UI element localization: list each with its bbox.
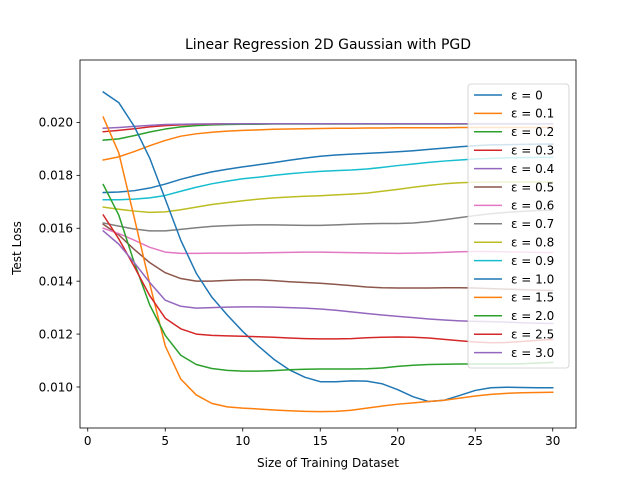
legend: ε = 0 ε = 0.1 ε = 0.2 ε = 0.3 ε = 0.4 ε = 0.5… — [467, 83, 570, 369]
axis-layer: 0 5 10 15 20 25 30 0.010 0.012 0.014 0.016 0.018 0.0… — [39, 116, 561, 448]
x-tick-label: 0 — [84, 434, 92, 448]
y-tick-label: 0.010 — [39, 380, 73, 394]
x-tick-label: 5 — [161, 434, 169, 448]
plot-frame — [79, 59, 577, 429]
legend-label: ε = 1.5 — [511, 291, 554, 305]
y-tick-label: 0.020 — [39, 116, 73, 130]
legend-label: ε = 0.7 — [511, 217, 554, 231]
y-tick-label: 0.014 — [39, 274, 73, 288]
legend-label: ε = 3.0 — [511, 346, 554, 360]
x-tick-label: 15 — [313, 434, 328, 448]
legend-label: ε = 0.2 — [511, 125, 554, 139]
legend-label: ε = 0.9 — [511, 254, 554, 268]
legend-label: ε = 0.8 — [511, 236, 554, 250]
series-line-10 — [102, 90, 554, 403]
legend-label: ε = 0 — [511, 88, 543, 102]
x-tick-label: 25 — [468, 434, 483, 448]
y-tick-label: 0.018 — [39, 169, 73, 183]
legend-label: ε = 2.5 — [511, 328, 554, 342]
y-axis-title: Test Loss — [10, 221, 24, 276]
series-line-11 — [102, 116, 554, 413]
legend-label: ε = 0.5 — [511, 180, 554, 194]
legend-label: ε = 1.0 — [511, 272, 554, 286]
x-tick-label: 30 — [545, 434, 560, 448]
y-tick-label: 0.016 — [39, 222, 73, 236]
y-tick-label: 0.012 — [39, 327, 73, 341]
legend-label: ε = 2.0 — [511, 309, 554, 323]
chart-title: Linear Regression 2D Gaussian with PGD — [185, 37, 471, 53]
legend-label: ε = 0.1 — [511, 107, 554, 121]
legend-label: ε = 0.6 — [511, 199, 554, 213]
legend-label: ε = 0.4 — [511, 162, 554, 176]
x-tick-label: 10 — [235, 434, 250, 448]
legend-label: ε = 0.3 — [511, 144, 554, 158]
x-tick-label: 20 — [390, 434, 405, 448]
x-axis-title: Size of Training Dataset — [257, 456, 399, 470]
